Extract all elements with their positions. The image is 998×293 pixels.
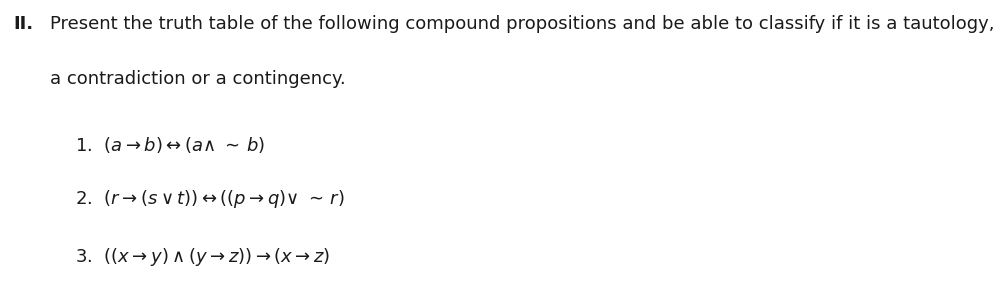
Text: a contradiction or a contingency.: a contradiction or a contingency. [50, 70, 345, 88]
Text: 2.  $(r \rightarrow (s \vee t)) \leftrightarrow ((p \rightarrow q){\vee}\ {\sim}: 2. $(r \rightarrow (s \vee t)) \leftrigh… [75, 188, 344, 209]
Text: 1.  $(a \rightarrow b) \leftrightarrow (a{\wedge}\ {\sim}\,b)$: 1. $(a \rightarrow b) \leftrightarrow (a… [75, 135, 265, 155]
Text: 3.  $((x \rightarrow y) \wedge (y \rightarrow z)) \rightarrow (x \rightarrow z)$: 3. $((x \rightarrow y) \wedge (y \righta… [75, 246, 330, 268]
Text: Present the truth table of the following compound propositions and be able to cl: Present the truth table of the following… [50, 15, 994, 33]
Text: II.: II. [13, 15, 33, 33]
